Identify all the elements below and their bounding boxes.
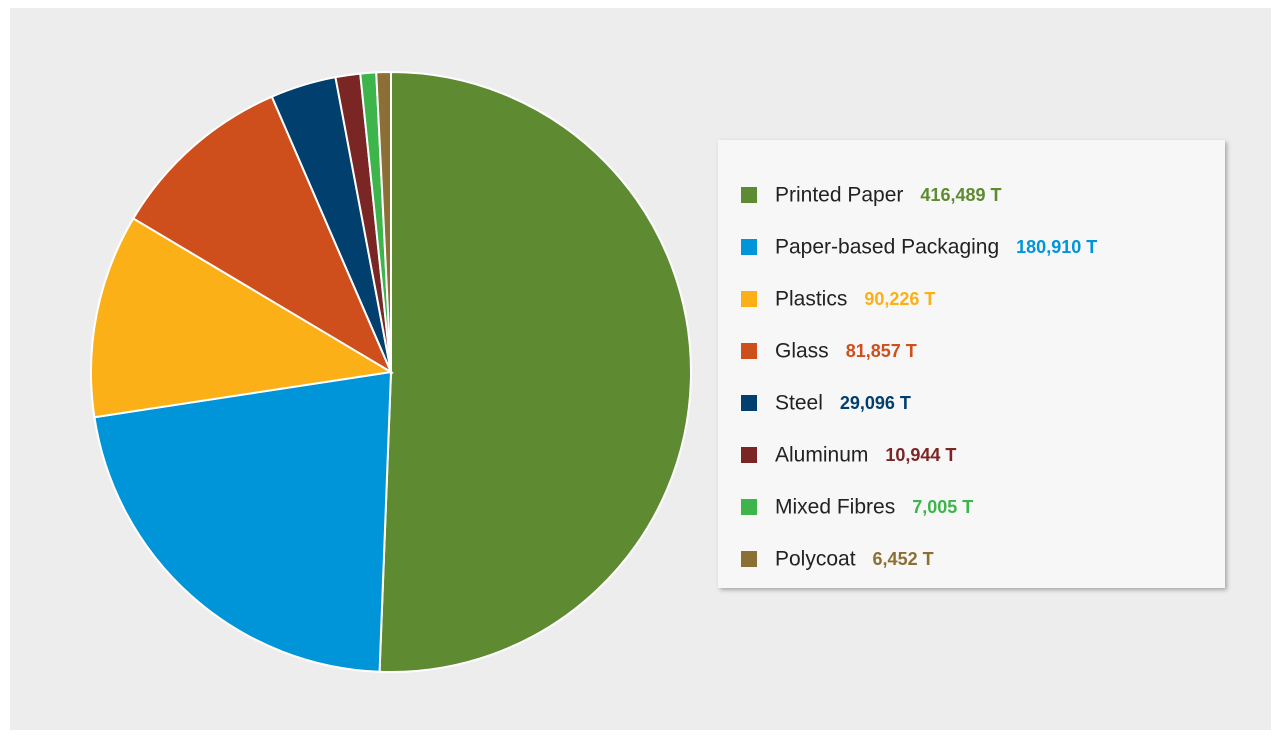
- legend-box: [718, 140, 1225, 588]
- legend-value: 416,489 T: [920, 185, 1001, 205]
- legend-value: 10,944 T: [885, 445, 956, 465]
- pie-slice: [90, 217, 394, 419]
- legend-value: 7,005 T: [912, 497, 973, 517]
- legend-swatch: [741, 239, 757, 255]
- legend-swatch: [741, 343, 757, 359]
- legend-swatch: [741, 447, 757, 463]
- legend-value: 81,857 T: [846, 341, 917, 361]
- legend-label: Steel: [775, 392, 823, 415]
- legend-label: Paper-based Packaging: [775, 236, 999, 259]
- legend-swatch: [741, 291, 757, 307]
- legend-swatch: [741, 499, 757, 515]
- legend-value: 29,096 T: [840, 393, 911, 413]
- legend-swatch: [741, 551, 757, 567]
- legend-label: Aluminum: [775, 444, 868, 467]
- legend-label: Polycoat: [775, 548, 856, 571]
- legend-label: Mixed Fibres: [775, 496, 895, 519]
- legend-label: Glass: [775, 340, 829, 363]
- pie-slice: [378, 70, 693, 673]
- legend-label: Printed Paper: [775, 184, 903, 207]
- legend-value: 180,910 T: [1016, 237, 1097, 257]
- legend: Printed Paper 416,489 T Paper-based Packag…: [741, 184, 1097, 571]
- pie-slice: [375, 70, 392, 373]
- legend-value: 90,226 T: [864, 289, 935, 309]
- legend-value: 6,452 T: [873, 549, 934, 569]
- pie-slice: [93, 370, 393, 673]
- pie: [90, 70, 693, 673]
- legend-swatch: [741, 187, 757, 203]
- pie-slice: [131, 95, 394, 375]
- legend-swatch: [741, 395, 757, 411]
- legend-label: Plastics: [775, 288, 847, 311]
